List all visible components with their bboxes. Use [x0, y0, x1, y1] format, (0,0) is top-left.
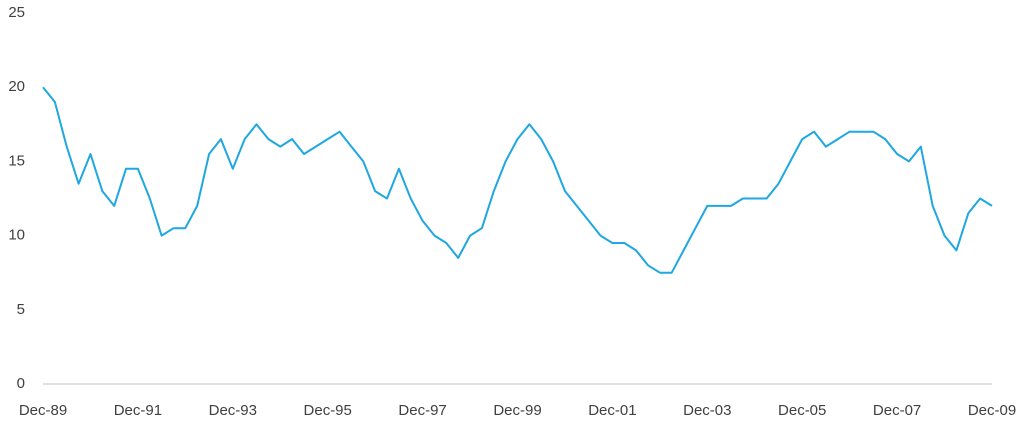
y-tick-label: 10 [8, 227, 25, 244]
x-tick-label: Dec-07 [873, 402, 921, 419]
x-tick-label: Dec-01 [588, 402, 636, 419]
x-tick-label: Dec-09 [968, 402, 1016, 419]
y-tick-label: 0 [17, 375, 25, 392]
y-tick-label: 25 [8, 4, 25, 21]
y-tick-label: 15 [8, 152, 25, 169]
series-line [42, 86, 993, 274]
x-tick-label: Dec-91 [114, 402, 162, 419]
x-tick-label: Dec-97 [398, 402, 446, 419]
y-tick-label: 5 [17, 301, 25, 318]
x-tick-label: Dec-03 [683, 402, 731, 419]
x-tick-label: Dec-93 [209, 402, 257, 419]
y-tick-label: 20 [8, 78, 25, 95]
x-tick-label: Dec-05 [778, 402, 826, 419]
x-tick-label: Dec-95 [304, 402, 352, 419]
x-tick-label: Dec-99 [493, 402, 541, 419]
x-tick-label: Dec-89 [19, 402, 67, 419]
